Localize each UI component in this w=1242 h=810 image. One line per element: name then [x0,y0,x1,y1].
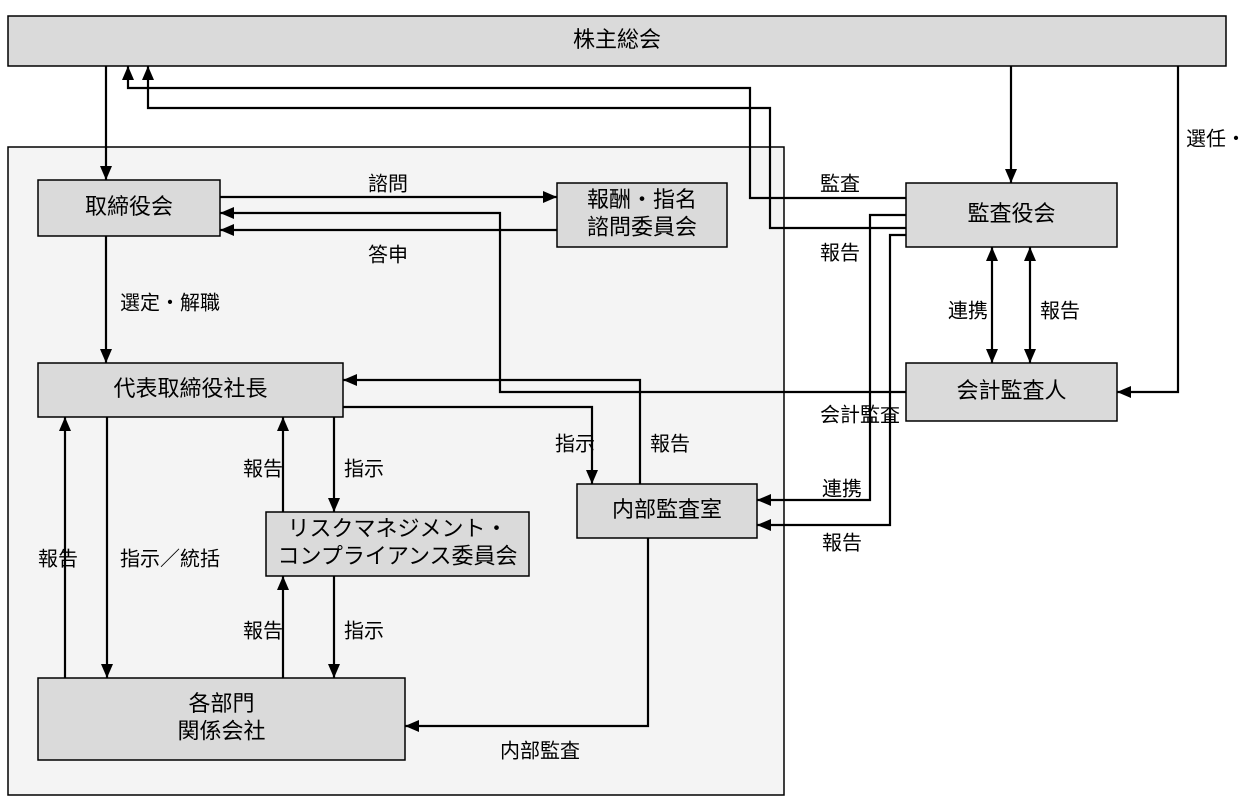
node-label: コンプライアンス委員会 [277,544,517,569]
edge-label: 諮問 [368,172,408,195]
edge-label: 監査 [820,172,860,195]
edge-label: 報告 [243,619,283,642]
edge-label: 選定・解職 [120,291,220,314]
node-label: 監査役会 [967,201,1055,226]
node-label: 内部監査室 [612,497,722,522]
node-label: 会計監査人 [956,378,1066,403]
node-label: 各部門 [188,691,254,716]
node-president: 代表取締役社長 [38,363,343,417]
node-audit_board: 監査役会 [906,183,1117,247]
edge-label: 内部監査 [500,739,580,762]
node-label: 代表取締役社長 [113,376,267,401]
edge-label: 報告 [38,547,78,570]
edge-label: 指示 [344,619,384,642]
edge-label: 指示 [555,432,595,455]
edge-label: 連携 [948,299,988,322]
edge-label: 報告 [1040,299,1080,322]
edge-label: 答申 [368,243,408,266]
node-comp_nom: 報酬・指名諮問委員会 [557,183,727,247]
edge-label: 指示 [344,457,384,480]
node-internal_audit: 内部監査室 [577,484,757,538]
edge-label: 連携 [822,477,862,500]
node-rmc: リスクマネジメント・コンプライアンス委員会 [266,512,529,576]
node-auditor: 会計監査人 [906,363,1117,421]
edge-label: 会計監査 [820,403,900,426]
node-label: 報酬・指名 [587,187,697,212]
node-board: 取締役会 [38,180,220,236]
node-label: リスクマネジメント・ [287,516,507,541]
edge-label: 指示／統括 [120,547,220,570]
node-label: 取締役会 [85,194,173,219]
edge-label: 報告 [822,531,862,554]
node-label: 諮問委員会 [587,215,697,240]
edge-label: 報告 [820,241,860,264]
node-label: 株主総会 [573,27,661,52]
node-label: 関係会社 [177,719,265,744]
edge-label: 報告 [243,457,283,480]
edge-label: 選任・解任 [1186,127,1242,150]
node-shareholders: 株主総会 [8,16,1226,66]
node-divisions: 各部門関係会社 [38,678,405,760]
edge-label: 報告 [650,432,690,455]
